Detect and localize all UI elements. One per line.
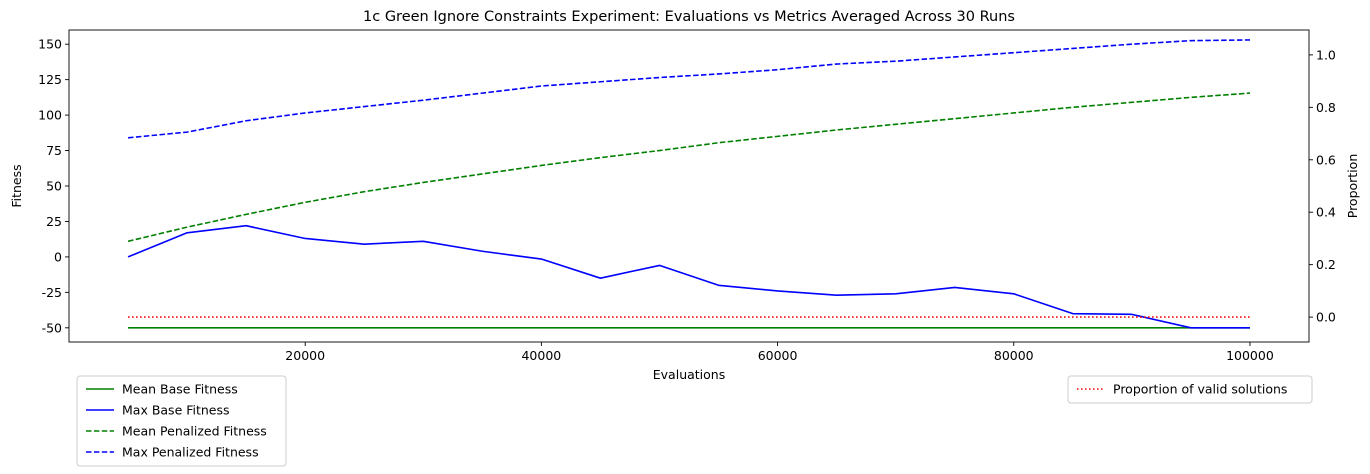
legend-label: Proportion of valid solutions — [1113, 382, 1287, 397]
y-tick-label: 150 — [38, 37, 62, 52]
y2-tick-label: 0.2 — [1316, 257, 1336, 272]
series-line-2 — [127, 92, 1251, 243]
y-axis-label: Fitness — [9, 164, 24, 207]
chart-title: 1c Green Ignore Constraints Experiment: … — [363, 9, 1015, 25]
legend-frame — [76, 375, 287, 467]
y2-axis-label: Proportion — [1345, 154, 1360, 219]
x-tick-label: 40000 — [521, 348, 561, 363]
y-tick-label: 25 — [46, 214, 62, 229]
x-axis-label: Evaluations — [653, 367, 725, 382]
series-line-1 — [127, 224, 1250, 329]
y-tick-label: 100 — [38, 108, 62, 123]
legend-right: Proportion of valid solutions — [1067, 375, 1313, 404]
y2-tick-label: 1.0 — [1316, 47, 1336, 62]
y-tick-label: 50 — [46, 179, 62, 194]
plot-area — [127, 39, 1251, 329]
series-line-3 — [127, 39, 1250, 139]
plot-frame — [68, 29, 1310, 343]
y2-tick-label: 0.4 — [1316, 205, 1336, 220]
y2-tick-label: 0.6 — [1316, 152, 1336, 167]
x-tick-label: 20000 — [285, 348, 325, 363]
y-tick-label: 0 — [54, 249, 62, 264]
legend-label: Max Penalized Fitness — [122, 445, 259, 460]
y2-tick-label: 0.8 — [1316, 100, 1336, 115]
legend-frame — [1067, 375, 1313, 404]
x-tick-label: 100000 — [1226, 348, 1274, 363]
legend-label: Mean Penalized Fitness — [122, 424, 267, 439]
y2-tick-label: 0.0 — [1316, 310, 1336, 325]
y-tick-label: -50 — [42, 320, 62, 335]
y-tick-label: 125 — [38, 72, 62, 87]
y-tick-label: -25 — [42, 285, 62, 300]
x-tick-label: 60000 — [758, 348, 798, 363]
x-tick-label: 80000 — [994, 348, 1034, 363]
legend-left: Mean Base Fitness Max Base Fitness Mean Pe… — [76, 375, 287, 467]
axes: 20000 40000 60000 80000 100000 -50 -25 0 25 50 75 1… — [38, 29, 1336, 363]
y-tick-label: 75 — [46, 143, 62, 158]
legend-label: Mean Base Fitness — [122, 382, 238, 397]
legend-label: Max Base Fitness — [122, 403, 230, 418]
